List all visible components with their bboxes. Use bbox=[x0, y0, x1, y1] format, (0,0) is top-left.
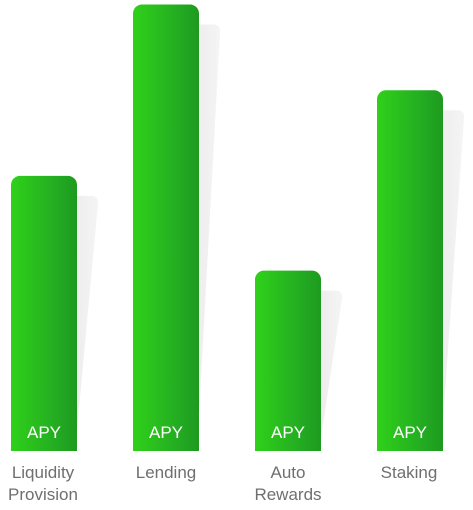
bar-rect-auto-rewards bbox=[255, 270, 321, 451]
bar-liquidity-provision: APY bbox=[11, 175, 77, 451]
category-label-line: Lending bbox=[136, 463, 197, 482]
bar-value-label-auto-rewards: APY bbox=[271, 423, 305, 442]
category-label-staking: Staking bbox=[381, 463, 438, 482]
category-label-auto-rewards: Auto Rewards bbox=[254, 463, 321, 504]
bar-shadows bbox=[71, 24, 465, 451]
category-label-line: Liquidity bbox=[12, 463, 75, 482]
bars: APY APY APY APY bbox=[11, 4, 443, 451]
bar-value-label-staking: APY bbox=[393, 423, 427, 442]
bar-staking: APY bbox=[377, 90, 443, 451]
category-label-line: Staking bbox=[381, 463, 438, 482]
category-label-line: Provision bbox=[8, 485, 78, 504]
bar-value-label-lending: APY bbox=[149, 423, 183, 442]
category-label-liquidity-provision: Liquidity Provision bbox=[8, 463, 78, 504]
bar-value-label-liquidity-provision: APY bbox=[27, 423, 61, 442]
bar-rect-liquidity-provision bbox=[11, 175, 77, 451]
bar-lending: APY bbox=[133, 4, 199, 451]
bar-shadow-staking bbox=[437, 110, 465, 451]
bar-rect-lending bbox=[133, 4, 199, 451]
bar-shadow-lending bbox=[193, 24, 221, 451]
bar-base-lending bbox=[133, 442, 199, 451]
category-label-lending: Lending bbox=[136, 463, 197, 482]
category-label-line: Auto bbox=[271, 463, 306, 482]
bar-base-staking bbox=[377, 442, 443, 451]
bar-base-auto-rewards bbox=[255, 442, 321, 451]
category-labels: Liquidity Provision Lending Auto Rewards Stak… bbox=[8, 463, 437, 504]
bar-auto-rewards: APY bbox=[255, 270, 321, 451]
bar-shadow-liquidity-provision bbox=[71, 195, 99, 451]
category-label-line: Rewards bbox=[254, 485, 321, 504]
bar-rect-staking bbox=[377, 90, 443, 451]
bar-shadow-auto-rewards bbox=[315, 290, 343, 451]
bar-base-liquidity-provision bbox=[11, 442, 77, 451]
